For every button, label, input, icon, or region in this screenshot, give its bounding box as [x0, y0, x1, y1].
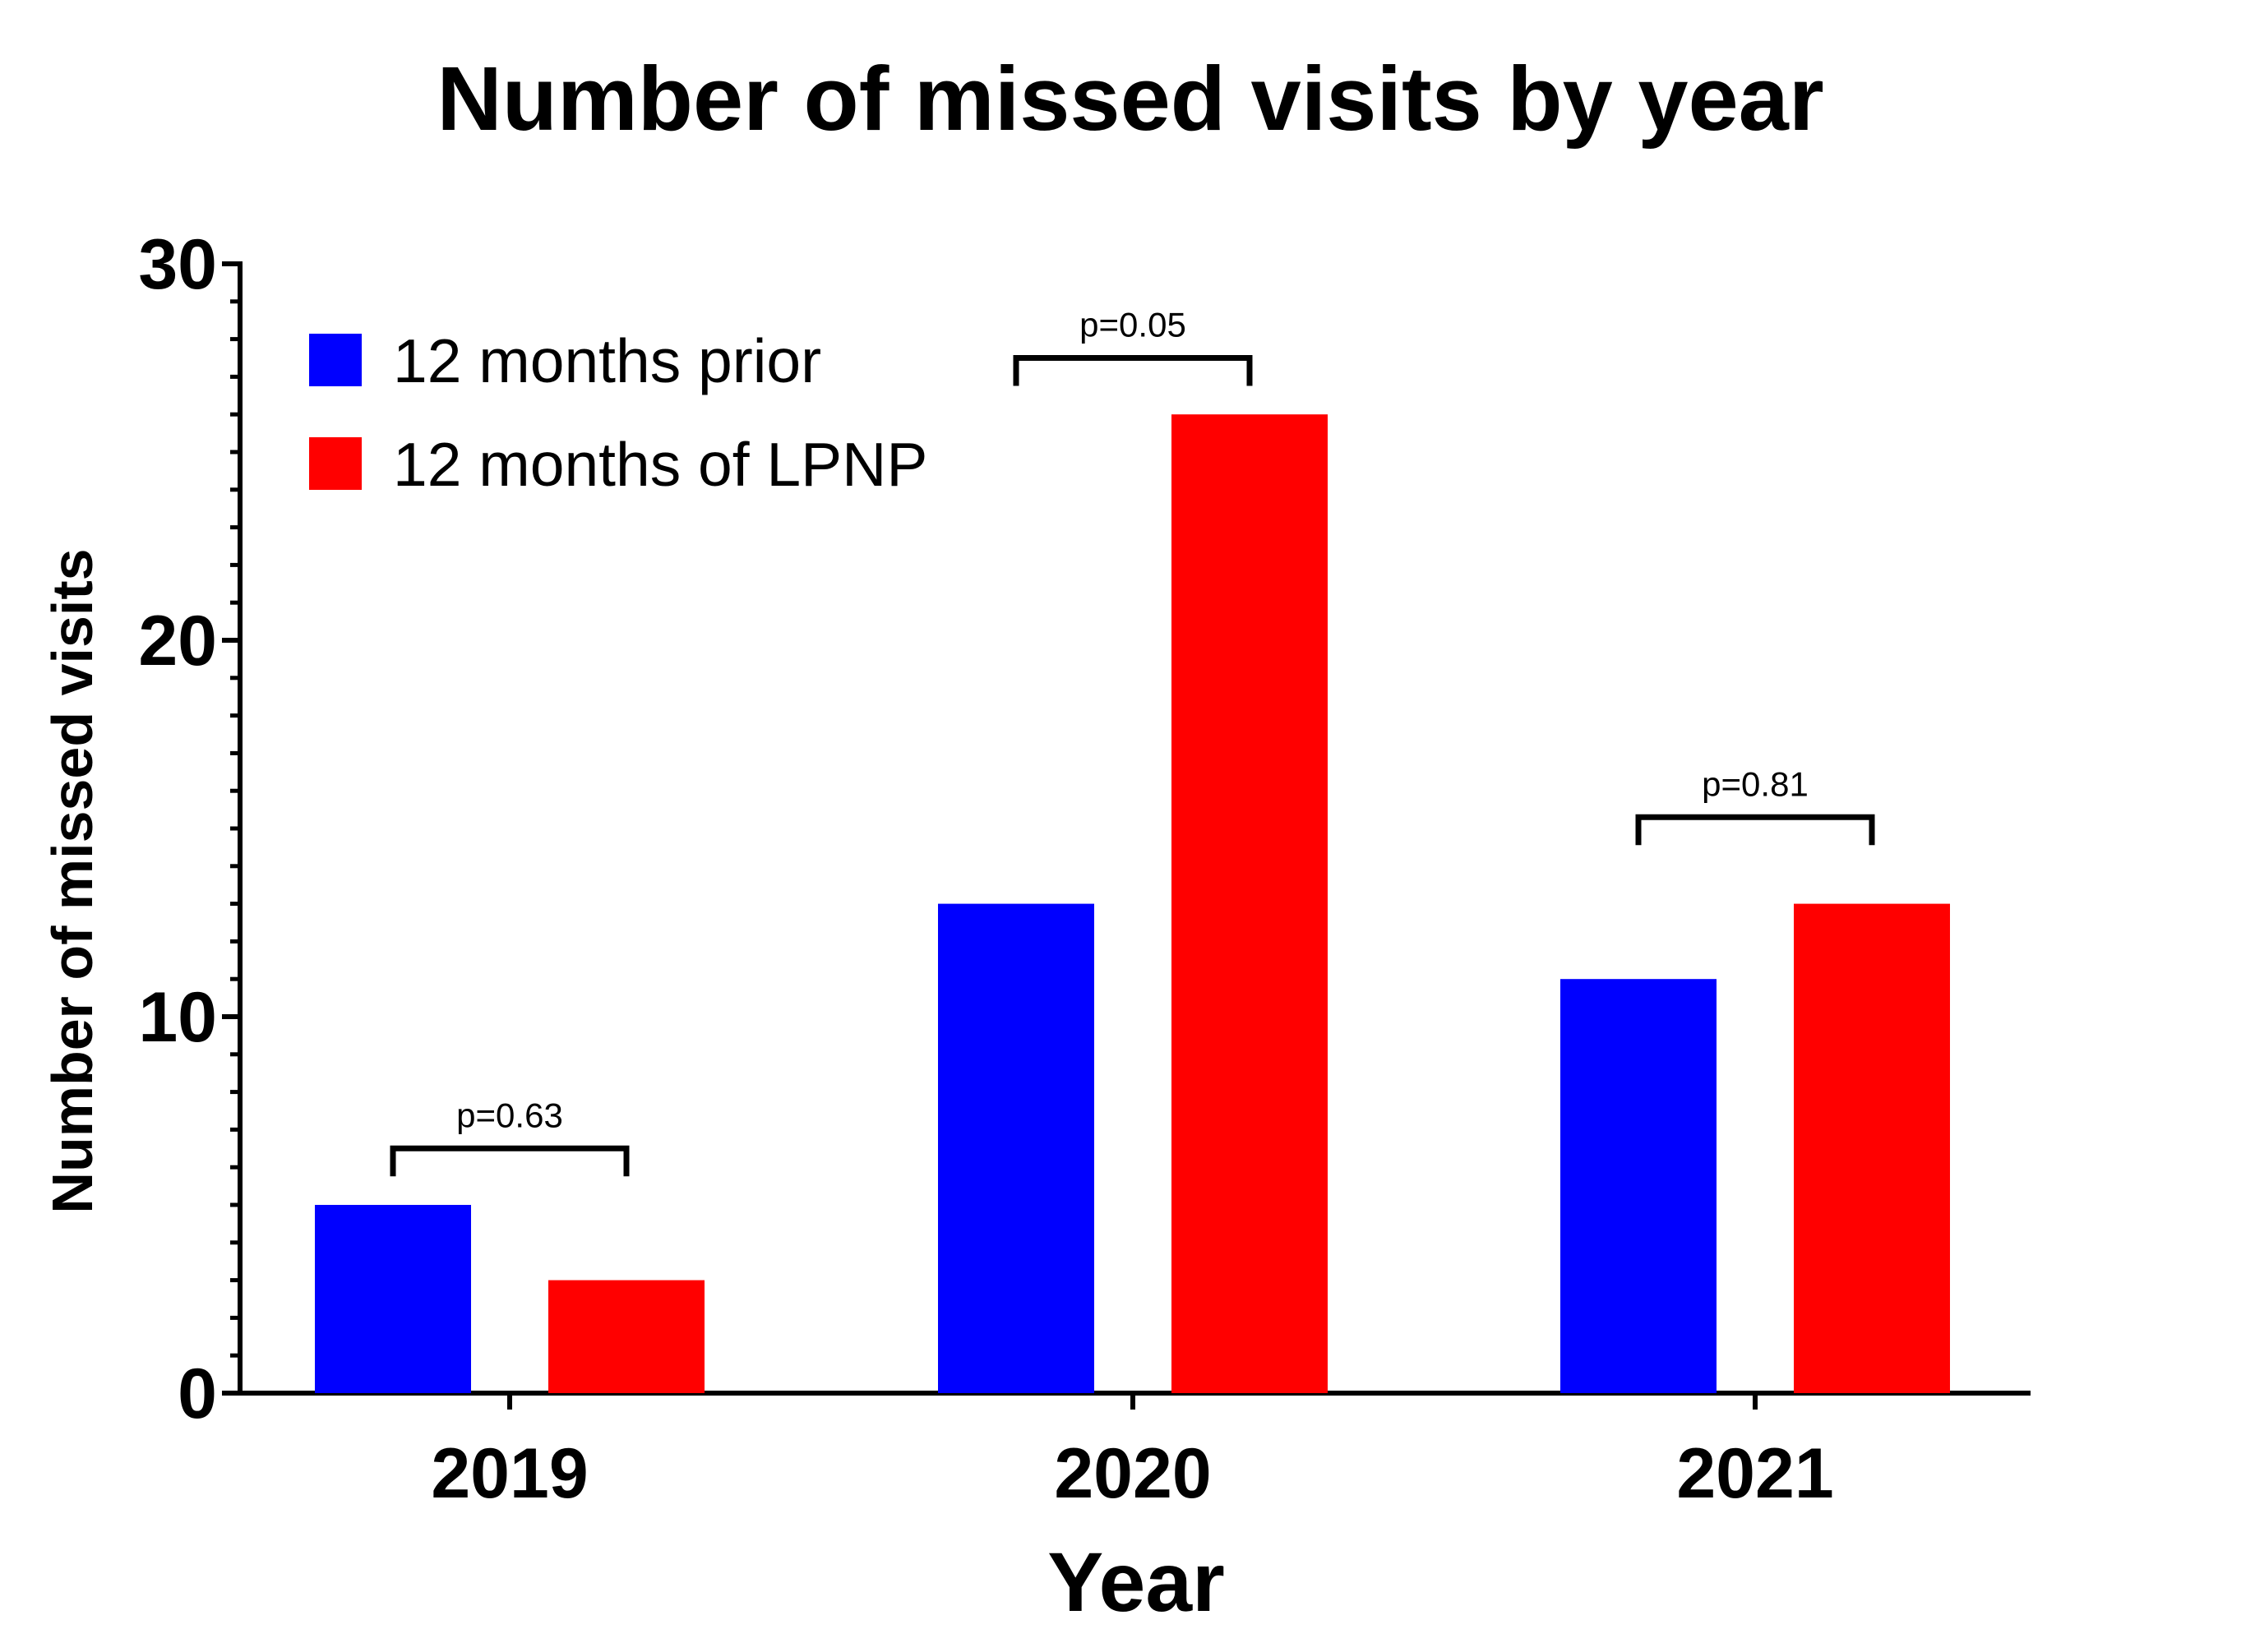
bar-lpnp-2021	[1794, 903, 1950, 1393]
y-tick-label: 10	[138, 978, 217, 1057]
bar-lpnp-2020	[1171, 414, 1328, 1394]
chart-title: Number of missed visits by year	[437, 48, 1823, 150]
p-value-label: p=0.63	[456, 1096, 563, 1134]
y-tick-label: 0	[178, 1354, 217, 1433]
x-axis-title: Year	[1047, 1535, 1225, 1629]
x-tick-label: 2021	[1676, 1434, 1833, 1513]
x-tick-label: 2020	[1054, 1434, 1211, 1513]
bars	[315, 414, 1950, 1394]
legend: 12 months prior 12 months of LPNP	[309, 326, 927, 499]
p-value-bracket	[1013, 355, 1253, 386]
x-tick-labels: 2019 2020 2021	[431, 1434, 1833, 1513]
y-axis-title: Number of missed visits	[40, 548, 104, 1213]
p-value-label: p=0.05	[1079, 306, 1186, 344]
legend-label: 12 months of LPNP	[393, 430, 927, 499]
bar-prior-2020	[938, 903, 1094, 1393]
p-value-annotations: p=0.63 p=0.05 p=0.81	[390, 306, 1875, 1177]
y-tick-labels: 0 10 20 30	[138, 225, 217, 1433]
y-tick-label: 30	[138, 225, 217, 304]
legend-label: 12 months prior	[393, 326, 821, 395]
p-value-bracket	[390, 1145, 630, 1177]
x-tick-label: 2019	[431, 1434, 588, 1513]
bar-prior-2019	[315, 1205, 471, 1393]
y-ticks	[222, 261, 240, 1396]
legend-swatch	[309, 334, 362, 386]
p-value-label: p=0.81	[1702, 764, 1809, 803]
bar-prior-2021	[1560, 979, 1717, 1393]
p-value-bracket	[1635, 814, 1875, 846]
y-tick-label: 20	[138, 602, 217, 681]
bar-lpnp-2019	[548, 1280, 705, 1393]
legend-swatch	[309, 437, 362, 490]
x-ticks	[507, 1393, 1758, 1410]
